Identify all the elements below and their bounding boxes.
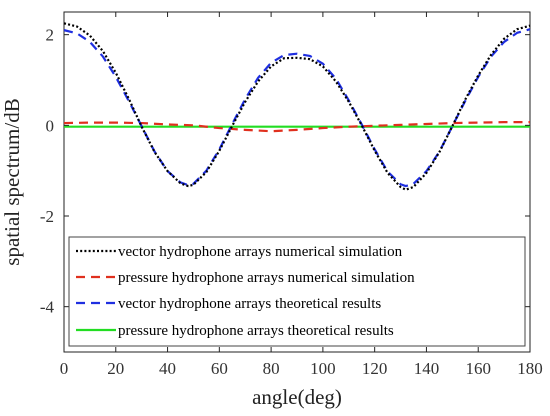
y-tick-label: 0 xyxy=(46,116,55,135)
legend-label: pressure hydrophone arrays theoretical r… xyxy=(118,323,394,339)
legend-entry-vector-theoretical: vector hydrophone arrays theoretical res… xyxy=(76,296,381,312)
series-line xyxy=(63,121,530,133)
y-axis-title: spatial spectrum/dB xyxy=(0,98,24,265)
x-tick-label: 80 xyxy=(263,359,280,378)
x-tick-label: 120 xyxy=(362,359,388,378)
x-tick-label: 160 xyxy=(465,359,491,378)
legend-entry-pressure-numerical: pressure hydrophone arrays numerical sim… xyxy=(76,270,415,286)
x-tick-label: 20 xyxy=(107,359,124,378)
y-tick-label: -2 xyxy=(40,207,54,226)
legend-label: vector hydrophone arrays numerical simul… xyxy=(118,244,403,260)
y-tick-label: -4 xyxy=(40,298,55,317)
legend-entry-vector-numerical: vector hydrophone arrays numerical simul… xyxy=(76,244,403,260)
legend-box xyxy=(68,236,526,347)
x-axis-title: angle(deg) xyxy=(252,385,342,409)
legend-label: pressure hydrophone arrays numerical sim… xyxy=(118,270,415,286)
series-line xyxy=(63,22,531,191)
x-tick-label: 180 xyxy=(517,359,543,378)
x-axis: 0 20 40 60 80 100 120 140 160 180 xyxy=(60,12,543,378)
x-tick-label: 140 xyxy=(414,359,440,378)
legend-label: vector hydrophone arrays theoretical res… xyxy=(118,296,381,312)
series-layer xyxy=(63,22,531,191)
y-tick-label: 2 xyxy=(46,26,55,45)
legend-entry-pressure-theoretical: pressure hydrophone arrays theoretical r… xyxy=(76,323,394,339)
y-axis: -4 -2 0 2 xyxy=(40,26,530,317)
legend: vector hydrophone arrays numerical simul… xyxy=(68,236,526,347)
x-tick-label: 100 xyxy=(310,359,336,378)
x-tick-label: 40 xyxy=(159,359,176,378)
x-tick-label: 0 xyxy=(60,359,69,378)
x-tick-label: 60 xyxy=(211,359,228,378)
